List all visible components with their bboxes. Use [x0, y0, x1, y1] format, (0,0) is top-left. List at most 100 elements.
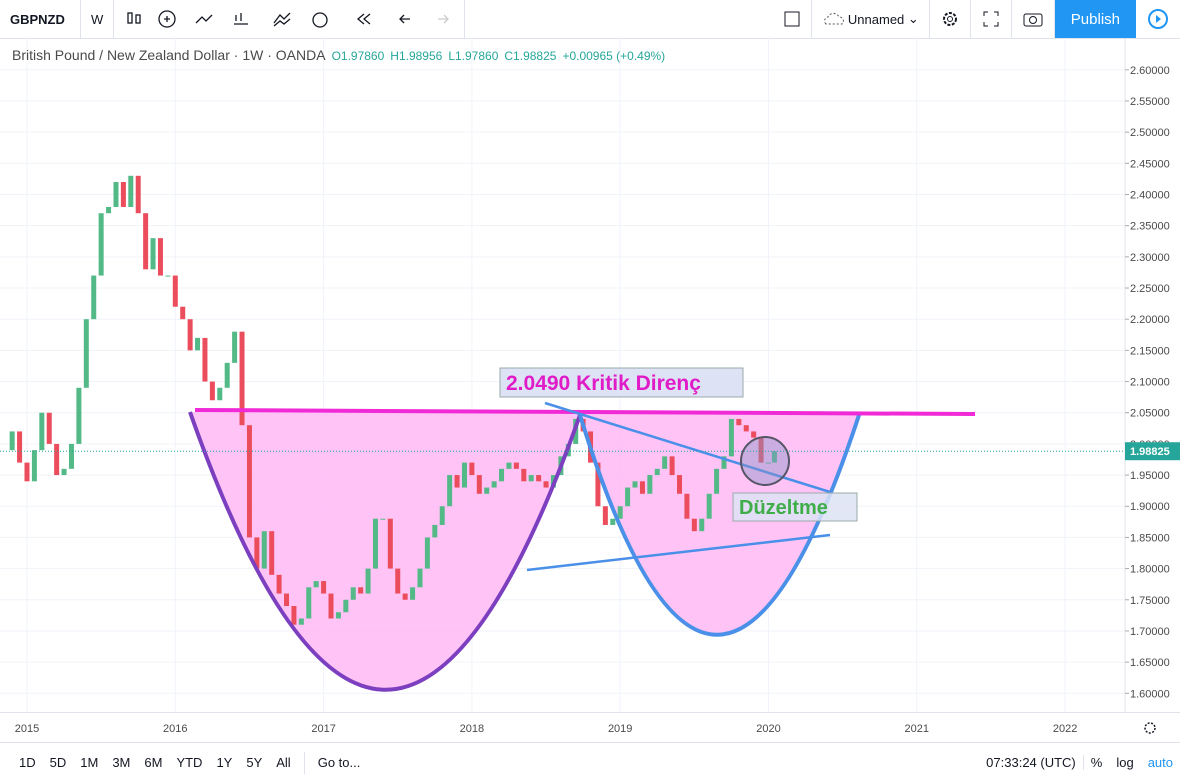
tool-icons[interactable]	[114, 0, 466, 38]
range-button[interactable]: 1D	[19, 755, 36, 770]
candle	[83, 319, 89, 388]
range-button[interactable]: 5D	[49, 755, 67, 770]
candle	[143, 213, 149, 270]
ohlc-close: C1.98825	[504, 49, 557, 63]
correction-label: Düzeltme	[739, 497, 828, 519]
cup-left-curve	[188, 411, 582, 692]
toolbar: GBPNZD W Unnamed ⌄ Publish	[0, 0, 1180, 39]
ohlc-high: H1.98956	[390, 49, 443, 63]
x-tick-label: 2021	[905, 723, 929, 735]
candle	[31, 450, 37, 482]
candle	[239, 331, 245, 426]
resistance-label: 2.0490 Kritik Direnç	[506, 372, 701, 395]
candle	[669, 456, 675, 476]
candle	[506, 462, 512, 469]
publish-button[interactable]: Publish	[1054, 0, 1136, 38]
range-button[interactable]: YTD	[176, 755, 203, 770]
candle	[232, 331, 238, 363]
play-icon[interactable]	[1147, 8, 1169, 30]
candle	[639, 481, 645, 494]
fullscreen-icon[interactable]	[981, 9, 1001, 29]
cloud-icon	[824, 12, 844, 25]
range-button[interactable]: 1Y	[216, 755, 233, 770]
trend-line-lower	[526, 533, 831, 572]
range-button[interactable]: 6M	[144, 755, 163, 770]
x-tick-label: 2022	[1053, 723, 1077, 735]
auto-toggle[interactable]: auto	[1147, 755, 1173, 770]
candle	[476, 475, 482, 494]
range-button[interactable]: 3M	[112, 755, 131, 770]
goto[interactable]: Go to...	[317, 755, 361, 770]
candle	[343, 599, 349, 613]
candle	[298, 618, 304, 625]
candle	[195, 337, 201, 351]
candle	[202, 337, 208, 382]
x-tick-label: 2018	[460, 723, 484, 735]
candle	[743, 425, 749, 432]
y-tick-label: 1.60000	[1130, 688, 1170, 700]
x-tick-label: 2016	[163, 723, 187, 735]
candle	[647, 475, 653, 494]
x-tick-label: 2019	[608, 723, 632, 735]
icons	[127, 10, 450, 28]
candle	[706, 493, 712, 519]
candle	[113, 182, 119, 207]
candle	[313, 581, 319, 588]
candle	[61, 468, 67, 476]
candle	[358, 587, 364, 594]
resistance-line	[194, 408, 976, 416]
layout-name[interactable]: Unnamed ⌄	[812, 0, 930, 38]
symbol[interactable]: GBPNZD	[0, 0, 81, 38]
y-tick-label: 1.80000	[1130, 564, 1170, 576]
y-tick-label: 1.65000	[1130, 657, 1170, 669]
snapshot-icon[interactable]	[1022, 9, 1044, 29]
candle	[261, 531, 267, 569]
interval[interactable]: W	[81, 0, 115, 38]
candle	[728, 418, 734, 457]
candle	[699, 518, 705, 532]
candle	[387, 518, 393, 569]
candle	[165, 275, 171, 277]
candle	[684, 493, 690, 519]
range-button[interactable]: 5Y	[246, 755, 263, 770]
candle	[98, 213, 104, 276]
chart-header: British Pound / New Zealand Dollar · 1W …	[12, 47, 665, 63]
candle	[91, 275, 97, 320]
candle	[610, 518, 616, 525]
candle	[128, 175, 134, 207]
y-tick-label: 2.20000	[1130, 314, 1170, 326]
axis-settings[interactable]	[1144, 722, 1156, 734]
time-axis: 2015 2016 2017 2018 2019 2020 2021 2022	[0, 712, 1180, 735]
candle	[254, 537, 260, 569]
candle	[771, 451, 777, 463]
candle	[9, 431, 15, 451]
candle	[751, 431, 757, 438]
candle	[454, 475, 460, 488]
layout-icon[interactable]	[783, 10, 801, 28]
candle	[380, 518, 386, 520]
range-button[interactable]: 1M	[80, 755, 99, 770]
settings-icon[interactable]	[940, 9, 960, 29]
annotation-box	[732, 492, 858, 522]
candle	[417, 568, 423, 588]
y-tick-label: 1.85000	[1130, 532, 1170, 544]
candle	[402, 593, 408, 600]
candle	[217, 387, 223, 401]
y-tick-label: 1.75000	[1130, 595, 1170, 607]
range-button[interactable]: All	[276, 755, 291, 770]
candle	[662, 456, 668, 469]
candle	[395, 568, 401, 594]
candle	[758, 437, 764, 463]
candle	[461, 462, 467, 488]
y-tick-label: 2.45000	[1130, 158, 1170, 170]
candle	[365, 568, 371, 594]
candle	[469, 462, 475, 476]
cup-fill	[190, 412, 860, 690]
ohlc-open: O1.97860	[331, 49, 385, 63]
candle	[276, 574, 282, 594]
log-toggle[interactable]: log	[1116, 755, 1134, 770]
percent-toggle[interactable]: %	[1082, 755, 1110, 770]
candle	[528, 475, 534, 482]
candle	[187, 319, 193, 351]
